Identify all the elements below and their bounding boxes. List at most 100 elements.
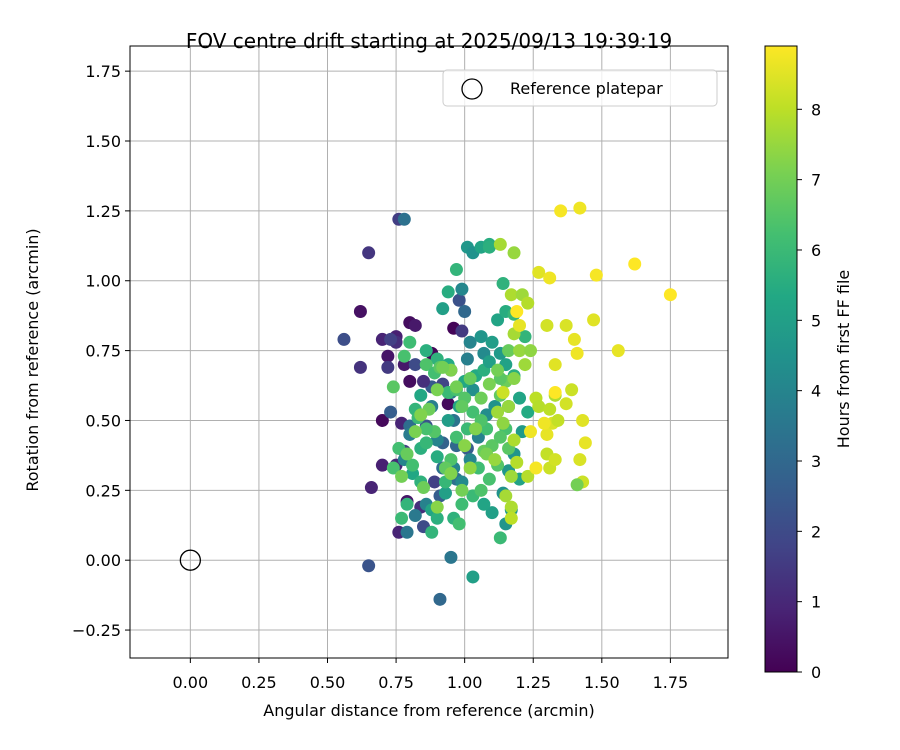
data-point bbox=[449, 263, 463, 277]
data-point bbox=[540, 427, 554, 441]
data-point bbox=[493, 531, 507, 545]
data-point bbox=[353, 360, 367, 374]
data-point bbox=[455, 324, 469, 338]
data-point bbox=[474, 330, 488, 344]
colorbar-label: Hours from first FF file bbox=[834, 270, 853, 449]
data-point bbox=[532, 399, 546, 413]
data-point bbox=[496, 416, 510, 430]
colorbar-tick-label: 4 bbox=[811, 382, 821, 401]
data-point bbox=[510, 304, 524, 318]
data-point bbox=[466, 405, 480, 419]
x-tick-label: 0.25 bbox=[241, 673, 277, 692]
data-point bbox=[466, 383, 480, 397]
data-point bbox=[441, 397, 455, 411]
data-point bbox=[502, 344, 516, 358]
data-point bbox=[419, 358, 433, 372]
data-point bbox=[570, 478, 584, 492]
y-tick-label: 1.00 bbox=[85, 272, 121, 291]
data-point bbox=[455, 497, 469, 511]
data-point bbox=[381, 349, 395, 363]
data-point bbox=[381, 360, 395, 374]
x-axis-ticks: 0.00 0.25 0.50 0.75 1.00 1.25 1.50 1.75 bbox=[173, 658, 689, 692]
y-tick-label: 0.25 bbox=[85, 481, 121, 500]
data-point bbox=[444, 467, 458, 481]
y-tick-label: 0.75 bbox=[85, 342, 121, 361]
data-point bbox=[504, 288, 518, 302]
data-point bbox=[540, 318, 554, 332]
colorbar: 0 1 2 3 4 5 6 7 8 Hours from first FF file bbox=[764, 45, 853, 682]
data-point bbox=[474, 391, 488, 405]
data-point bbox=[493, 237, 507, 251]
data-point bbox=[521, 469, 535, 483]
data-point bbox=[510, 455, 524, 469]
data-point bbox=[587, 313, 601, 327]
data-points bbox=[337, 201, 677, 606]
plot-frame bbox=[129, 45, 729, 659]
data-point bbox=[548, 386, 562, 400]
data-point bbox=[438, 486, 452, 500]
data-point bbox=[427, 475, 441, 489]
data-point bbox=[548, 453, 562, 467]
data-point bbox=[507, 433, 521, 447]
data-point bbox=[455, 282, 469, 296]
data-point bbox=[458, 439, 472, 453]
data-point bbox=[414, 408, 428, 422]
data-point bbox=[364, 481, 378, 495]
data-point bbox=[529, 461, 543, 475]
x-tick-label: 1.00 bbox=[447, 673, 483, 692]
x-tick-label: 1.75 bbox=[653, 673, 689, 692]
data-point bbox=[482, 355, 496, 369]
data-point bbox=[408, 508, 422, 522]
data-point bbox=[576, 413, 590, 427]
data-point bbox=[504, 500, 518, 514]
data-point bbox=[403, 335, 417, 349]
data-point bbox=[400, 447, 414, 461]
x-tick-label: 1.50 bbox=[584, 673, 620, 692]
data-point bbox=[375, 458, 389, 472]
x-tick-label: 0.00 bbox=[173, 673, 209, 692]
reference-marker bbox=[179, 549, 201, 571]
data-point bbox=[449, 430, 463, 444]
colorbar-tick-label: 7 bbox=[811, 171, 821, 190]
data-point bbox=[463, 335, 477, 349]
data-point bbox=[663, 288, 677, 302]
y-tick-label: 1.75 bbox=[85, 62, 121, 81]
data-point bbox=[463, 461, 477, 475]
data-point bbox=[554, 204, 568, 218]
data-point bbox=[628, 257, 642, 271]
data-point bbox=[482, 472, 496, 486]
data-point bbox=[488, 453, 502, 467]
y-axis-label: Rotation from reference (arcmin) bbox=[23, 228, 42, 491]
data-point bbox=[419, 436, 433, 450]
data-point bbox=[400, 525, 414, 539]
data-point bbox=[507, 246, 521, 260]
data-point bbox=[386, 380, 400, 394]
data-point bbox=[513, 391, 527, 405]
data-point bbox=[384, 405, 398, 419]
data-point bbox=[419, 344, 433, 358]
data-point bbox=[395, 469, 409, 483]
data-point bbox=[485, 335, 499, 349]
data-point bbox=[463, 372, 477, 386]
data-point bbox=[466, 570, 480, 584]
data-point bbox=[551, 413, 565, 427]
colorbar-tick-label: 1 bbox=[811, 593, 821, 612]
data-point bbox=[455, 483, 469, 497]
data-point bbox=[397, 212, 411, 226]
y-tick-label: 0.00 bbox=[85, 551, 121, 570]
data-point bbox=[477, 497, 491, 511]
data-point bbox=[537, 416, 551, 430]
data-point bbox=[362, 246, 376, 260]
data-point bbox=[513, 344, 527, 358]
legend: Reference platepar bbox=[442, 69, 718, 107]
data-point bbox=[518, 330, 532, 344]
y-tick-label: −0.25 bbox=[72, 621, 121, 640]
data-point bbox=[589, 268, 603, 282]
data-point bbox=[513, 318, 527, 332]
data-point bbox=[441, 413, 455, 427]
data-point bbox=[417, 481, 431, 495]
data-point bbox=[436, 360, 450, 374]
data-point bbox=[507, 372, 521, 386]
data-point bbox=[430, 383, 444, 397]
